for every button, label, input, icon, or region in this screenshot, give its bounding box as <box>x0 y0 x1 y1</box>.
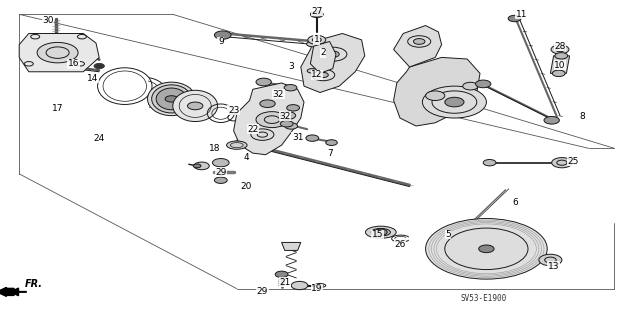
Text: 25: 25 <box>567 157 579 166</box>
Circle shape <box>194 162 209 170</box>
Text: 14: 14 <box>87 74 99 83</box>
Text: 26: 26 <box>394 240 406 249</box>
Polygon shape <box>19 33 99 72</box>
Circle shape <box>483 160 496 166</box>
Text: 8: 8 <box>580 112 585 121</box>
Text: 15: 15 <box>372 230 383 239</box>
Circle shape <box>280 121 293 127</box>
Text: 29: 29 <box>257 287 268 296</box>
Text: 17: 17 <box>52 104 63 113</box>
Circle shape <box>552 70 565 77</box>
Circle shape <box>306 135 319 141</box>
Text: 12: 12 <box>311 70 323 79</box>
Ellipse shape <box>307 41 321 47</box>
Circle shape <box>544 116 559 124</box>
Text: 6: 6 <box>513 198 518 207</box>
Circle shape <box>251 129 274 140</box>
Circle shape <box>426 219 547 279</box>
Circle shape <box>539 254 562 266</box>
Text: 21: 21 <box>279 278 291 287</box>
Text: 16: 16 <box>68 59 79 68</box>
Circle shape <box>37 42 78 63</box>
Text: 31: 31 <box>292 133 303 142</box>
Ellipse shape <box>307 69 317 73</box>
Circle shape <box>212 159 229 167</box>
Ellipse shape <box>371 228 390 236</box>
Circle shape <box>214 177 227 183</box>
Circle shape <box>256 112 288 128</box>
Circle shape <box>552 158 572 168</box>
Polygon shape <box>394 26 442 67</box>
Circle shape <box>275 271 288 278</box>
Circle shape <box>551 45 569 54</box>
Polygon shape <box>301 33 365 93</box>
Ellipse shape <box>365 226 396 238</box>
Ellipse shape <box>173 90 218 122</box>
Circle shape <box>445 228 528 270</box>
Text: 13: 13 <box>548 262 559 271</box>
Text: 9: 9 <box>218 37 223 46</box>
FancyArrow shape <box>0 287 14 296</box>
Circle shape <box>280 112 296 119</box>
Circle shape <box>479 245 494 253</box>
Circle shape <box>256 78 271 86</box>
Circle shape <box>476 80 491 88</box>
Circle shape <box>285 123 298 129</box>
Text: 32: 32 <box>273 90 284 99</box>
Text: 10: 10 <box>554 61 566 70</box>
Polygon shape <box>234 83 304 155</box>
Circle shape <box>260 100 275 108</box>
Circle shape <box>94 63 104 69</box>
Circle shape <box>463 82 478 90</box>
Polygon shape <box>550 56 570 73</box>
Circle shape <box>555 53 568 59</box>
Circle shape <box>326 140 337 145</box>
Text: FR.: FR. <box>24 279 42 289</box>
Ellipse shape <box>227 141 247 149</box>
Text: 11: 11 <box>516 10 527 19</box>
Text: 29: 29 <box>215 168 227 177</box>
Text: 1: 1 <box>314 35 319 44</box>
Circle shape <box>188 102 203 110</box>
Circle shape <box>422 86 486 118</box>
Text: 7: 7 <box>327 149 332 158</box>
Circle shape <box>310 11 323 18</box>
Text: 28: 28 <box>554 42 566 51</box>
Polygon shape <box>310 41 336 73</box>
Text: 24: 24 <box>93 134 105 143</box>
Circle shape <box>284 85 297 91</box>
Text: 19: 19 <box>311 284 323 293</box>
Circle shape <box>426 91 445 100</box>
Text: 20: 20 <box>241 182 252 191</box>
Circle shape <box>413 39 425 44</box>
Circle shape <box>318 72 328 78</box>
Ellipse shape <box>156 88 187 110</box>
Polygon shape <box>394 57 480 126</box>
Circle shape <box>308 35 326 44</box>
Circle shape <box>165 96 178 102</box>
Text: 18: 18 <box>209 144 220 153</box>
Polygon shape <box>282 242 301 250</box>
Text: 5: 5 <box>445 230 451 239</box>
Text: 30: 30 <box>42 16 54 25</box>
Text: 23: 23 <box>228 106 239 115</box>
Text: 32: 32 <box>279 112 291 121</box>
Text: SV53-E1900: SV53-E1900 <box>461 294 507 303</box>
Ellipse shape <box>148 82 196 116</box>
Text: 2: 2 <box>321 48 326 57</box>
Circle shape <box>326 51 339 57</box>
Text: 3: 3 <box>289 63 294 71</box>
Text: 27: 27 <box>311 7 323 16</box>
Circle shape <box>193 164 201 168</box>
Text: 22: 22 <box>247 125 259 134</box>
Ellipse shape <box>152 85 191 113</box>
Text: 4: 4 <box>244 153 249 162</box>
Circle shape <box>214 31 231 39</box>
Circle shape <box>445 97 464 107</box>
Circle shape <box>508 15 521 22</box>
Circle shape <box>291 281 308 290</box>
Circle shape <box>287 105 300 111</box>
Circle shape <box>374 229 387 235</box>
